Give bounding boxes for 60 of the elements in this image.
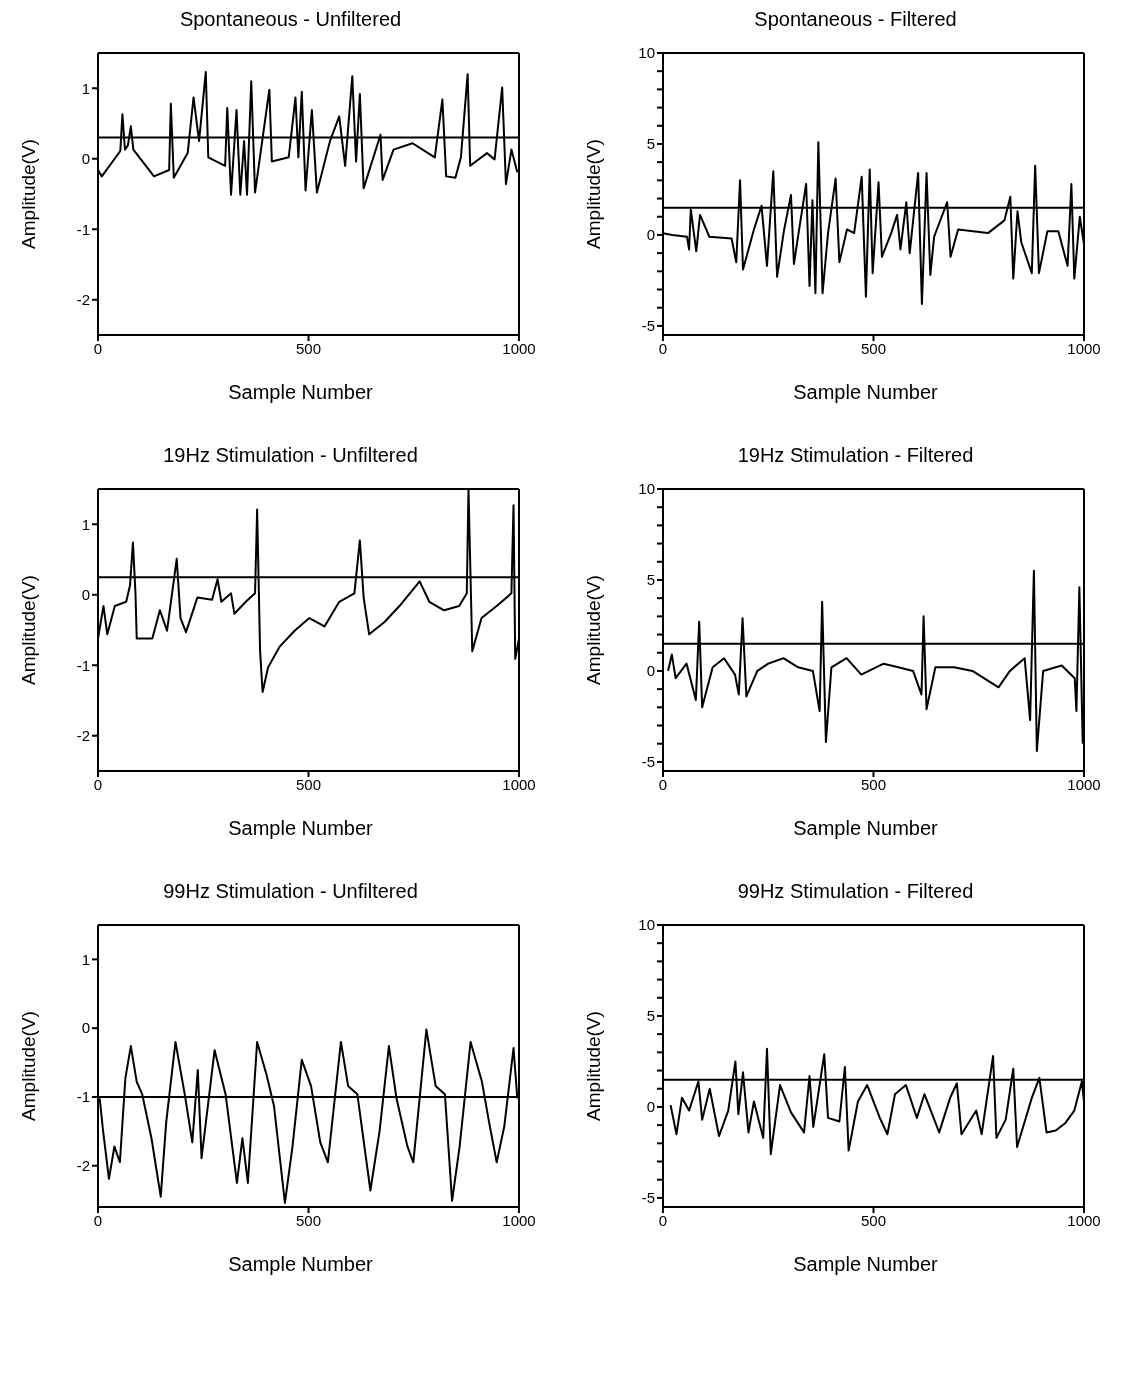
y-tick-label: -1	[76, 656, 90, 674]
x-tick-label: 500	[860, 339, 887, 357]
y-tick-label: 5	[646, 571, 655, 589]
y-tick-label: -5	[641, 1189, 655, 1207]
chart-title: 19Hz Stimulation - Filtered	[736, 444, 975, 467]
x-axis-title: Sample Number	[792, 817, 939, 840]
y-axis-title: Amplitude(V)	[17, 1011, 39, 1121]
x-axis-title: Sample Number	[792, 381, 939, 404]
y-tick-label: -2	[76, 727, 90, 745]
chart-title: Spontaneous - Filtered	[753, 8, 958, 31]
x-axis-title: Sample Number	[227, 381, 374, 404]
y-axis-title: Amplitude(V)	[17, 575, 39, 685]
y-axis-title: Amplitude(V)	[582, 1011, 604, 1121]
y-tick-label: 5	[646, 135, 655, 153]
y-tick-label: 10	[638, 916, 655, 934]
y-tick-label: 0	[81, 150, 90, 168]
y-tick-label: -2	[76, 1157, 90, 1175]
x-axis-title: Sample Number	[227, 1253, 374, 1276]
y-tick-label: 0	[646, 226, 655, 244]
x-tick-label: 500	[295, 775, 322, 793]
x-tick-label: 500	[860, 1211, 887, 1229]
x-tick-label: 1000	[1067, 1211, 1101, 1229]
x-tick-label: 1000	[1067, 775, 1101, 793]
x-tick-label: 1000	[502, 775, 536, 793]
x-axis-title: Sample Number	[227, 817, 374, 840]
y-tick-label: 0	[81, 1019, 90, 1037]
y-tick-label: 10	[638, 480, 655, 498]
x-tick-label: 1000	[502, 1211, 536, 1229]
y-tick-label: 10	[638, 44, 655, 62]
x-tick-label: 1000	[502, 339, 536, 357]
chart-title: 19Hz Stimulation - Unfiltered	[162, 444, 419, 467]
x-tick-label: 0	[658, 339, 668, 357]
x-tick-label: 500	[295, 1211, 322, 1229]
x-tick-label: 0	[658, 1211, 668, 1229]
x-tick-label: 1000	[1067, 339, 1101, 357]
y-tick-label: 5	[646, 1007, 655, 1025]
chart-title: Spontaneous - Unfiltered	[178, 8, 403, 31]
y-tick-label: -1	[76, 1088, 90, 1106]
y-tick-label: 1	[81, 515, 90, 533]
x-axis-title: Sample Number	[792, 1253, 939, 1276]
y-tick-label: 0	[646, 662, 655, 680]
y-tick-label: -5	[641, 317, 655, 335]
y-tick-label: 1	[81, 79, 90, 97]
y-tick-label: 1	[81, 950, 90, 968]
chart-title: 99Hz Stimulation - Filtered	[736, 880, 975, 903]
y-axis-title: Amplitude(V)	[582, 575, 604, 685]
y-axis-title: Amplitude(V)	[17, 139, 39, 249]
x-tick-label: 0	[93, 775, 103, 793]
y-tick-label: 0	[81, 586, 90, 604]
y-tick-label: -2	[76, 291, 90, 309]
y-axis-title: Amplitude(V)	[582, 139, 604, 249]
x-tick-label: 500	[295, 339, 322, 357]
x-tick-label: 0	[658, 775, 668, 793]
y-tick-label: -5	[641, 753, 655, 771]
y-tick-label: 0	[646, 1098, 655, 1116]
chart-title: 99Hz Stimulation - Unfiltered	[162, 880, 419, 903]
x-tick-label: 0	[93, 339, 103, 357]
x-tick-label: 0	[93, 1211, 103, 1229]
y-tick-label: -1	[76, 220, 90, 238]
x-tick-label: 500	[860, 775, 887, 793]
